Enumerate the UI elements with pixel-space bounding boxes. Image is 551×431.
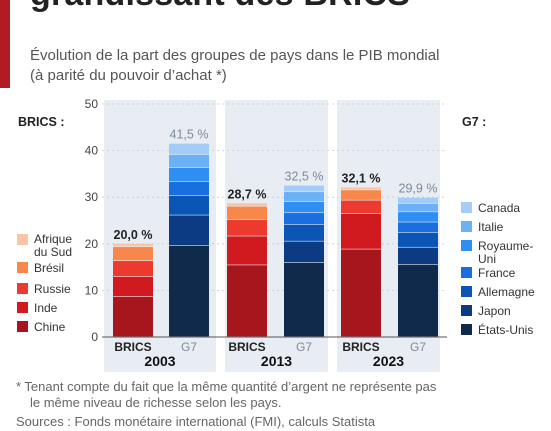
bar-segment-brics-2023: [341, 190, 381, 200]
bar-segment-g7-2013: [284, 241, 324, 263]
year-label: 2003: [144, 353, 175, 369]
chart-subtitle: Évolution de la part des groupes de pays…: [30, 47, 440, 84]
bar-segment-brics-2003: [113, 276, 153, 297]
legend-swatch: [461, 221, 472, 232]
legend-swatch: [461, 286, 472, 297]
bar-segment-g7-2013: [284, 224, 324, 241]
legend-label: Canada: [478, 201, 520, 215]
legend-swatch: [17, 234, 28, 245]
legend-label: Italie: [478, 220, 504, 234]
bar-segment-g7-2023: [398, 232, 438, 247]
legend-label-cont: Uni: [478, 252, 496, 266]
y-tick-label: 10: [85, 283, 99, 297]
bar-segment-g7-2003: [169, 215, 209, 246]
group-label-brics: BRICS: [228, 340, 265, 354]
bar-segment-g7-2003: [169, 167, 209, 182]
legend-swatch: [461, 202, 472, 213]
total-label-brics: 28,7 %: [228, 187, 267, 201]
bar-segment-g7-2013: [284, 213, 324, 225]
y-tick-label: 30: [85, 190, 99, 204]
year-label: 2023: [373, 353, 404, 369]
chart-title: grandissant des BRICS: [30, 0, 410, 15]
bar-segment-brics-2023: [341, 249, 381, 337]
bar-segment-g7-2013: [284, 201, 324, 213]
bar-segment-g7-2013: [284, 192, 324, 202]
total-label-brics: 20,0 %: [114, 228, 153, 242]
total-label-g7: 32,5 %: [285, 170, 324, 184]
group-label-brics: BRICS: [114, 340, 151, 354]
legend-label: Allemagne: [478, 285, 535, 299]
bar-segment-g7-2023: [398, 247, 438, 265]
bars: [113, 143, 438, 337]
bar-segment-brics-2023: [341, 200, 381, 214]
group-label-g7: G7: [181, 340, 197, 354]
legend-label: Japon: [478, 304, 511, 318]
legend-label-cont: du Sud: [34, 245, 72, 259]
bar-segment-g7-2023: [398, 222, 438, 233]
y-tick-label: 40: [85, 144, 99, 158]
bar-segment-brics-2013: [227, 236, 267, 265]
y-axis: 0 10 20 30 40 50: [85, 97, 447, 344]
bar-segment-g7-2003: [169, 143, 209, 155]
bar-segment-g7-2003: [169, 181, 209, 196]
bar-segment-g7-2023: [398, 197, 438, 204]
legend-label: Chine: [34, 320, 66, 334]
bar-segment-brics-2013: [227, 220, 267, 236]
year-label: 2013: [261, 353, 292, 369]
bar-segment-g7-2023: [398, 264, 438, 337]
group-label-g7: G7: [296, 340, 312, 354]
legend-label: Afrique: [34, 232, 72, 246]
legend-label: Inde: [34, 301, 58, 315]
legend-swatch: [461, 324, 472, 335]
y-tick-label: 20: [85, 237, 99, 251]
year-panels: [104, 100, 440, 372]
bar-segment-g7-2003: [169, 195, 209, 215]
footnote-line-2: le même niveau de richesse selon les pay…: [30, 395, 282, 410]
y-tick-label: 50: [85, 97, 99, 111]
accent-bar: [0, 0, 10, 88]
bar-segment-brics-2003: [113, 296, 153, 337]
legend-swatch: [17, 302, 28, 313]
bar-segment-brics-2003: [113, 247, 153, 261]
legend-label: France: [478, 266, 516, 280]
total-label-g7: 29,9 %: [399, 182, 438, 196]
bar-segment-g7-2023: [398, 203, 438, 212]
legend-label: Brésil: [34, 261, 64, 275]
legend-swatch: [17, 262, 28, 273]
y-tick-label: 0: [91, 330, 98, 344]
legend-label: États-Unis: [478, 322, 533, 337]
legend-swatch: [17, 283, 28, 294]
total-label-brics: 32,1 %: [342, 171, 381, 185]
legend-label: Russie: [34, 282, 71, 296]
legend-swatch: [17, 321, 28, 332]
bar-segment-g7-2023: [398, 212, 438, 222]
bar-segment-brics-2013: [227, 265, 267, 337]
sources: Sources : Fonds monétaire international …: [16, 414, 376, 429]
group-label-g7: G7: [410, 340, 426, 354]
bar-segment-brics-2023: [341, 213, 381, 249]
legend-title-brics: BRICS :: [18, 115, 65, 129]
bar-segment-brics-2003: [113, 261, 153, 277]
bar-segment-g7-2003: [169, 245, 209, 337]
bar-segment-brics-2013: [227, 206, 267, 220]
legend-swatch: [461, 305, 472, 316]
legend-label: Royaume-: [478, 239, 533, 253]
footnote: * Tenant compte du fait que la même quan…: [16, 379, 536, 411]
bar-labels: 20,0 % 41,5 % BRICS G7 2003 28,7 % 32,5 % BRICS…: [114, 128, 438, 369]
legend-swatch: [461, 240, 472, 251]
bar-segment-brics-2003: [113, 243, 153, 247]
legend-swatch: [461, 267, 472, 278]
footnote-line-1: * Tenant compte du fait que la même quan…: [16, 379, 437, 394]
bar-segment-g7-2003: [169, 154, 209, 168]
group-label-brics: BRICS: [342, 340, 379, 354]
legend-title-g7: G7 :: [462, 115, 486, 129]
chart-area: 0 10 20 30 40 50 20,0 % 41,5 % BRICS G7 2003 28,7 …: [17, 97, 535, 372]
bar-segment-brics-2023: [341, 187, 381, 190]
bar-segment-g7-2013: [284, 185, 324, 192]
bar-segment-g7-2013: [284, 262, 324, 337]
bar-segment-brics-2013: [227, 203, 267, 206]
total-label-g7: 41,5 %: [170, 128, 209, 142]
